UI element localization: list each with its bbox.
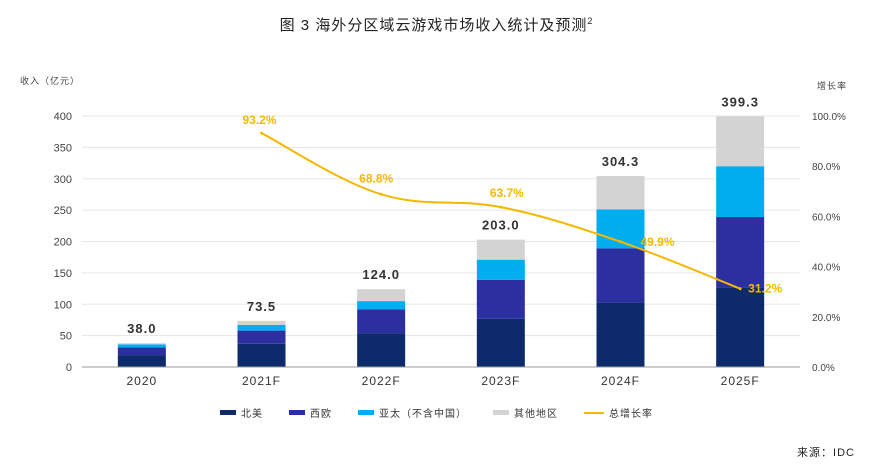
legend-swatch [493, 410, 509, 415]
y-tick-label: 400 [54, 111, 72, 123]
source-note: 来源：IDC [797, 447, 855, 459]
y-tick-label: 350 [54, 142, 72, 154]
bar-segment [357, 309, 406, 334]
bar-segment [237, 343, 286, 367]
legend-swatch [289, 410, 305, 415]
bar-total-label: 203.0 [482, 218, 520, 233]
y-tick-label: 250 [54, 205, 72, 217]
y2-tick-label: 0.0% [812, 363, 835, 374]
legend-item-apac: 亚太（不含中国） [358, 405, 467, 420]
y2-tick-label: 60.0% [812, 212, 840, 223]
legend-label: 其他地区 [514, 409, 558, 420]
legend-label: 亚太（不含中国） [379, 409, 467, 420]
legend-label: 北美 [241, 409, 263, 420]
y-tick-label: 150 [54, 268, 72, 280]
bar-total-label: 73.5 [247, 299, 276, 314]
growth-point [499, 205, 503, 209]
growth-label: 63.7% [490, 186, 524, 200]
growth-point [260, 131, 263, 135]
y-tick-label: 100 [54, 299, 72, 311]
y2-tick-label: 20.0% [812, 313, 840, 324]
title-footnote: 2 [587, 16, 594, 26]
x-tick-label: 2022F [362, 374, 401, 388]
bar-segment [716, 116, 765, 167]
growth-point [738, 287, 742, 291]
bar-segment [476, 318, 525, 367]
bar-segment [716, 217, 765, 288]
growth-point [379, 192, 383, 196]
legend-swatch [358, 410, 374, 415]
bar-total-label: 38.0 [127, 321, 156, 336]
bar-segment [596, 248, 645, 303]
growth-label: 93.2% [242, 113, 276, 127]
y-tick-label: 0 [66, 362, 72, 374]
bar-segment [237, 330, 286, 344]
bar-segment [117, 343, 166, 345]
growth-point [619, 240, 622, 244]
y-tick-label: 300 [54, 174, 72, 186]
legend-item-growth: 总增长率 [584, 405, 653, 420]
y-axis-label: 收入（亿元） [20, 75, 80, 86]
x-tick-label: 2020 [126, 374, 157, 388]
bar-segment [476, 279, 525, 319]
x-tick-label: 2021F [242, 374, 281, 388]
growth-label: 31.2% [748, 282, 782, 296]
x-tick-label: 2023F [481, 374, 520, 388]
bar-segment [357, 333, 406, 367]
legend-swatch [220, 410, 236, 415]
bar-segment [357, 289, 406, 302]
y2-tick-label: 80.0% [812, 162, 840, 173]
bar-segment [117, 347, 166, 356]
y-tick-label: 200 [54, 237, 72, 249]
bar-segment [716, 287, 765, 367]
y2-tick-label: 100.0% [812, 112, 846, 123]
bar-total-label: 304.3 [602, 154, 640, 169]
data-labels: 38.0 73.5 124.0 203.0 304.3 399.3 93.2% 68.8% 63… [127, 94, 782, 336]
growth-label: 49.9% [641, 235, 675, 249]
bar-segment [237, 324, 286, 331]
legend-item-north-america: 北美 [220, 405, 263, 420]
bar-total-label: 399.3 [721, 94, 759, 109]
bar-segment [237, 320, 286, 325]
bar-segment [357, 301, 406, 310]
legend-item-other: 其他地区 [493, 405, 558, 420]
legend-label: 西欧 [310, 409, 332, 420]
chart-title: 图 3 海外分区域云游戏市场收入统计及预测2 [279, 16, 594, 34]
bar-segment [476, 239, 525, 260]
gridlines [82, 115, 800, 337]
legend: 北美 西欧 亚太（不含中国） 其他地区 总增长率 [0, 405, 873, 420]
growth-line [260, 131, 742, 291]
bar-segment [117, 344, 166, 348]
x-tick-label: 2024F [601, 374, 640, 388]
axes: 0 50 100 150 200 250 300 350 400 0.0% 20.0% 40.0% 60… [54, 111, 846, 388]
bar-segment [476, 259, 525, 280]
bar-segment [596, 302, 645, 367]
growth-label: 68.8% [359, 171, 393, 185]
legend-swatch [584, 411, 604, 414]
bar-segment [596, 176, 645, 210]
y-tick-label: 50 [60, 331, 72, 343]
legend-label: 总增长率 [609, 409, 653, 420]
legend-item-western-europe: 西欧 [289, 405, 332, 420]
bar-total-label: 124.0 [362, 267, 400, 282]
bar-segment [716, 166, 765, 218]
bar-segment [117, 355, 166, 367]
y2-tick-label: 40.0% [812, 263, 840, 274]
y2-axis-label: 增长率 [817, 80, 847, 91]
x-tick-label: 2025F [721, 374, 760, 388]
